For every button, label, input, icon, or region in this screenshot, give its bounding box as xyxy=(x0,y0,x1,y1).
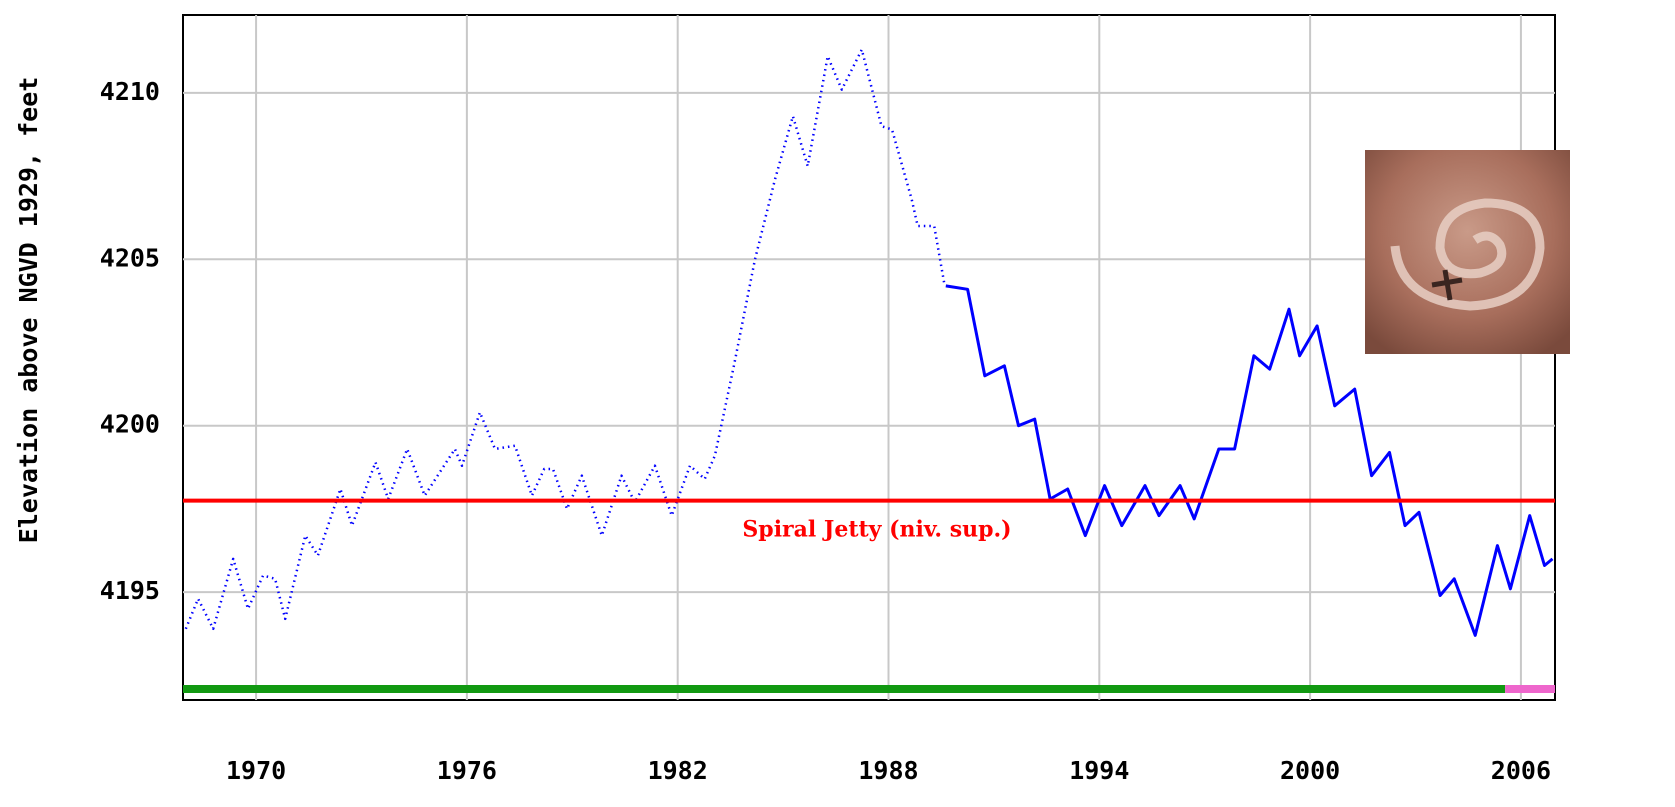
y-tick-label: 4205 xyxy=(100,243,160,272)
y-tick-label: 4210 xyxy=(100,77,160,106)
x-tick-label: 1976 xyxy=(437,756,497,785)
reference-label: Spiral Jetty (niv. sup.) xyxy=(742,517,1011,543)
status-bar xyxy=(183,685,1506,693)
x-tick-label: 2006 xyxy=(1491,756,1551,785)
x-tick-label: 1994 xyxy=(1069,756,1129,785)
series-line xyxy=(184,48,946,631)
y-axis-title: Elevation above NGVD 1929, feet xyxy=(14,77,43,544)
x-tick-label: 1970 xyxy=(226,756,286,785)
status-bar xyxy=(1505,685,1555,693)
x-tick-label: 2000 xyxy=(1280,756,1340,785)
x-tick-label: 1982 xyxy=(648,756,708,785)
x-tick-label: 1988 xyxy=(858,756,918,785)
inset-photo xyxy=(1365,150,1570,354)
series-line xyxy=(945,284,1554,637)
y-tick-label: 4200 xyxy=(100,410,160,439)
y-tick-label: 4195 xyxy=(100,576,160,605)
plot-frame xyxy=(182,14,1556,701)
